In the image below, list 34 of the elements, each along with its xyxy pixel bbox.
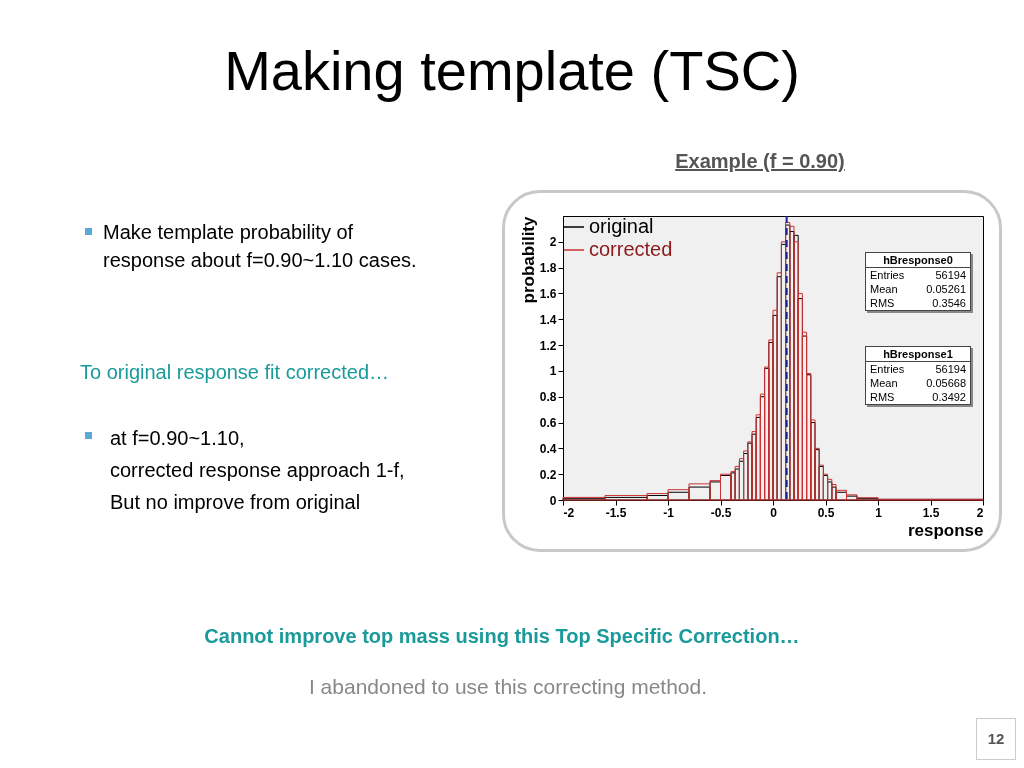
x-tick-label: -2 xyxy=(563,505,575,520)
x-tick-label: 2 xyxy=(976,505,984,520)
y-tick-label: 1.2 xyxy=(539,338,557,353)
text: 12 xyxy=(986,730,1006,747)
legend-label: corrected xyxy=(589,238,673,260)
y-tick-label: 0.4 xyxy=(539,441,557,456)
x-tick-label: 0 xyxy=(770,505,778,520)
y-tick-label: 0.8 xyxy=(539,390,557,405)
x-tick-label: 1.5 xyxy=(922,505,940,520)
y-tick-label: 1.8 xyxy=(539,261,557,276)
text: hBresponse1 Entries 56194 Mean 0.05668 RMS 0.3492 xyxy=(870,348,966,403)
text: hBresponse0 Entries 56194 Mean 0.05261 RMS 0.3546 xyxy=(870,254,966,309)
text: To original response fit corrected… xyxy=(80,361,390,384)
y-axis-title: probability xyxy=(518,215,538,304)
y-tick-label: 1.6 xyxy=(539,286,557,301)
y-tick-label: 1 xyxy=(549,364,557,379)
y-tick-label: 0 xyxy=(549,493,557,508)
chart-title: Making template (TSC) xyxy=(223,38,801,103)
x-tick-label: 0.5 xyxy=(817,505,835,520)
legend-label: original xyxy=(589,215,654,237)
text: Cannot improve top mass using this Top Specific Correction… xyxy=(203,625,801,648)
x-axis-title: response xyxy=(907,520,984,540)
y-tick-label: 0.6 xyxy=(539,416,557,431)
text: Make template probability of response about f=0.90~1.10 cases. xyxy=(103,220,417,273)
x-tick-label: -1 xyxy=(663,505,675,520)
text: at f=0.90~1.10, corrected response approach 1-f, But no improve from original xyxy=(110,426,405,515)
chart-subtitle: Example (f = 0.90) xyxy=(674,150,846,173)
y-tick-label: 1.4 xyxy=(539,312,557,327)
text: I abandoned to use this correcting method. xyxy=(307,675,709,699)
y-tick-label: 2 xyxy=(549,235,557,250)
x-tick-label: 1 xyxy=(875,505,883,520)
y-tick-label: 0.2 xyxy=(539,467,557,482)
x-tick-label: -1.5 xyxy=(605,505,627,520)
x-tick-label: -0.5 xyxy=(710,505,732,520)
